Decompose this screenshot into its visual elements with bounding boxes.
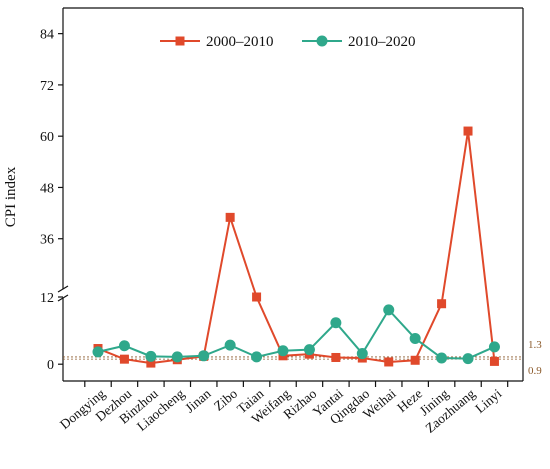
- data-point-circle: [330, 317, 342, 329]
- data-point-square: [252, 292, 262, 302]
- y-tick-label: 36: [40, 233, 54, 248]
- data-point-circle: [356, 348, 368, 360]
- data-point-circle: [383, 304, 395, 316]
- axes: [57, 7, 524, 382]
- data-point-square: [489, 356, 499, 366]
- data-point-circle: [171, 351, 183, 363]
- data-point-circle: [198, 350, 210, 362]
- axis-break-mark-upper: [57, 285, 69, 293]
- data-point-circle: [92, 346, 104, 358]
- data-point-circle: [462, 353, 474, 365]
- data-point-circle: [118, 340, 130, 352]
- x-ticks: DongyingDezhouBinzhouLiaochengJinanZiboT…: [57, 381, 509, 436]
- data-point-square: [146, 358, 156, 368]
- y-tick-label: 12: [40, 291, 54, 306]
- data-point-circle: [251, 351, 263, 363]
- x-category-label: Zibo: [211, 386, 240, 414]
- series-line: [97, 308, 495, 360]
- legend-label: 2010–2020: [348, 34, 416, 50]
- reference-line-label: 1.3: [528, 339, 542, 351]
- y-axis-title: CPI index: [3, 166, 19, 227]
- series-group: [92, 126, 500, 368]
- y-tick-label: 72: [40, 79, 54, 94]
- data-point-circle: [488, 341, 500, 353]
- data-point-circle: [436, 352, 448, 364]
- axis-break-mark-lower: [57, 294, 69, 302]
- data-point-square: [437, 299, 447, 309]
- y-tick-label: 60: [40, 130, 54, 145]
- data-point-circle: [277, 345, 289, 357]
- data-point-square: [410, 355, 420, 365]
- data-point-square: [331, 352, 341, 362]
- y-ticks: 0 12 36 48 60 72 84: [40, 28, 63, 373]
- data-point-square: [384, 357, 394, 367]
- y-tick-label: 84: [40, 28, 54, 43]
- y-tick-label: 0: [47, 358, 54, 373]
- series-line: [97, 130, 496, 365]
- reference-lines: 1.3 0.9: [63, 339, 542, 377]
- x-category-label: Linyi: [472, 386, 504, 416]
- reference-line-label: 0.9: [528, 365, 542, 377]
- data-point-square: [463, 126, 473, 136]
- data-point-circle: [303, 344, 315, 356]
- data-point-square: [225, 212, 235, 222]
- data-point-square: [119, 354, 129, 364]
- data-point-circle: [224, 339, 236, 351]
- legend-marker-circle: [316, 35, 328, 47]
- legend-marker-square: [175, 36, 185, 46]
- legend-label: 2000–2010: [206, 34, 274, 50]
- data-point-circle: [145, 350, 157, 362]
- legend: 2000–2010 2010–2020: [160, 34, 416, 50]
- data-point-circle: [409, 332, 421, 344]
- x-category-label: Jinan: [182, 386, 214, 416]
- y-tick-label: 48: [40, 181, 54, 196]
